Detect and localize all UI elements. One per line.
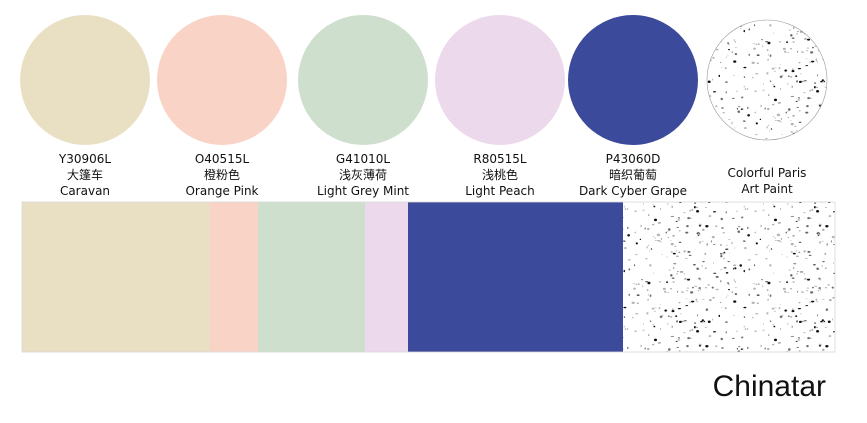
swatch-name-en: Light Peach bbox=[465, 184, 535, 198]
swatch-circle bbox=[435, 15, 565, 145]
texture-name: Art Paint bbox=[741, 182, 793, 196]
swatch-name-en: Dark Cyber Grape bbox=[579, 184, 687, 198]
swatch-circle bbox=[298, 15, 428, 145]
strip-texture bbox=[623, 202, 835, 352]
strip-segment bbox=[210, 202, 258, 352]
swatch-name-cn: 浅桃色 bbox=[482, 167, 518, 182]
swatch-code: G41010L bbox=[336, 152, 390, 166]
swatch-name-cn: 浅灰薄荷 bbox=[339, 167, 387, 182]
swatch-name-en: Caravan bbox=[60, 184, 110, 198]
swatch-circle bbox=[20, 15, 150, 145]
swatch-name-en: Light Grey Mint bbox=[317, 184, 409, 198]
swatch-code: P43060D bbox=[606, 152, 661, 166]
swatch-code: Y30906L bbox=[58, 152, 112, 166]
swatch-name-cn: 暗织葡萄 bbox=[609, 167, 657, 182]
brand: Chinatar bbox=[713, 370, 826, 403]
strip-segment bbox=[365, 202, 408, 352]
swatch-name-cn: 橙粉色 bbox=[204, 167, 240, 182]
swatch-name-cn: 大篷车 bbox=[67, 167, 103, 182]
strip-border bbox=[21, 201, 836, 353]
swatch-code: R80515L bbox=[473, 152, 527, 166]
strip-segment bbox=[22, 202, 210, 352]
strip-segment bbox=[408, 202, 623, 352]
swatch-circle bbox=[157, 15, 287, 145]
strip-segment bbox=[258, 202, 365, 352]
swatch-name-en: Orange Pink bbox=[185, 184, 258, 198]
swatch-circle bbox=[568, 15, 698, 145]
swatch-code: O40515L bbox=[195, 152, 250, 166]
texture-name: Colorful Paris bbox=[728, 166, 807, 180]
texture-circle bbox=[706, 19, 828, 141]
